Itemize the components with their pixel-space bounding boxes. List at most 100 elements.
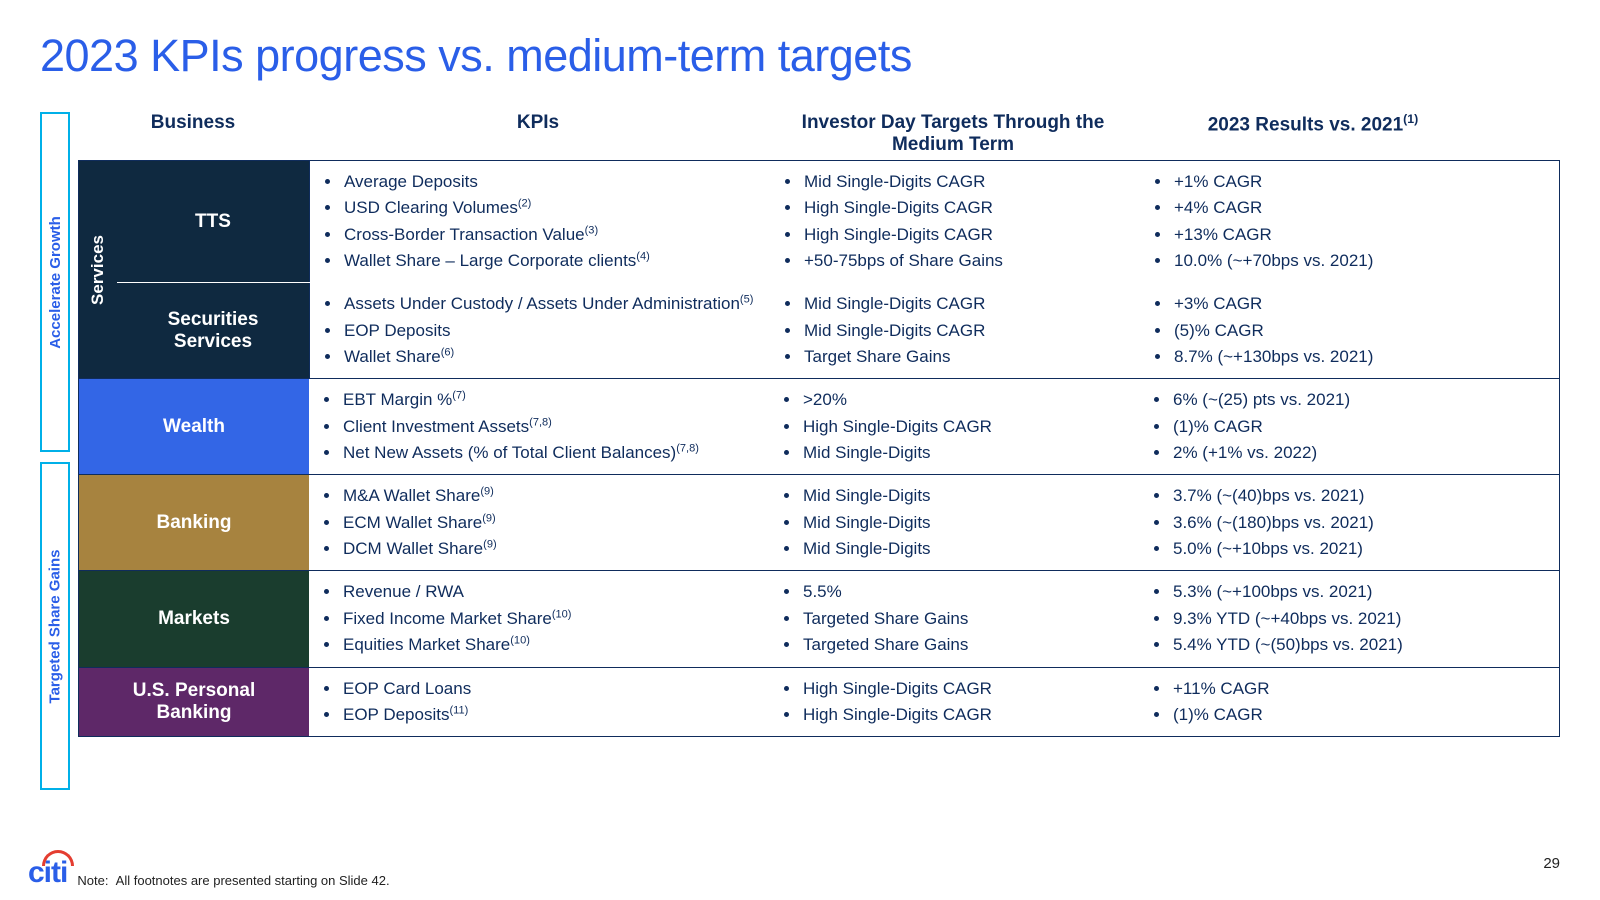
list-item: High Single-Digits CAGR <box>802 222 1132 248</box>
list-item: Wallet Share(6) <box>342 344 762 370</box>
kpi-cell: Assets Under Custody / Assets Under Admi… <box>310 291 770 370</box>
business-cell: TTS <box>117 161 309 282</box>
business-cell: U.S. PersonalBanking <box>79 668 309 737</box>
list-item: Mid Single-Digits CAGR <box>802 291 1132 317</box>
business-cell: Wealth <box>79 379 309 474</box>
list-item: +3% CAGR <box>1172 291 1482 317</box>
result-cell: +3% CAGR(5)% CAGR8.7% (~+130bps vs. 2021… <box>1140 291 1490 370</box>
table-row: U.S. PersonalBankingEOP Card LoansEOP De… <box>79 668 1559 737</box>
kpi-cell: Average DepositsUSD Clearing Volumes(2)C… <box>310 169 770 274</box>
citi-arc-icon <box>42 850 74 866</box>
list-item: Net New Assets (% of Total Client Balanc… <box>341 440 761 466</box>
list-item: +13% CAGR <box>1172 222 1482 248</box>
list-item: EOP Deposits(11) <box>341 702 761 728</box>
business-cell: SecuritiesServices <box>117 283 309 378</box>
list-item: Mid Single-Digits <box>801 440 1131 466</box>
list-item: High Single-Digits CAGR <box>801 414 1131 440</box>
target-cell: Mid Single-DigitsMid Single-DigitsMid Si… <box>769 483 1139 562</box>
list-item: Target Share Gains <box>802 344 1132 370</box>
list-item: Targeted Share Gains <box>801 606 1131 632</box>
table-row: BankingM&A Wallet Share(9)ECM Wallet Sha… <box>79 475 1559 571</box>
result-cell: 6% (~(25) pts vs. 2021)(1)% CAGR2% (+1% … <box>1139 387 1489 466</box>
list-item: Fixed Income Market Share(10) <box>341 606 761 632</box>
vtab-targeted-share-gains: Targeted Share Gains <box>40 462 70 790</box>
list-item: Revenue / RWA <box>341 579 761 605</box>
kpi-cell: EOP Card LoansEOP Deposits(11) <box>309 676 769 729</box>
list-item: Equities Market Share(10) <box>341 632 761 658</box>
list-item: ECM Wallet Share(9) <box>341 510 761 536</box>
result-cell: +1% CAGR+4% CAGR+13% CAGR10.0% (~+70bps … <box>1140 169 1490 274</box>
list-item: Mid Single-Digits CAGR <box>802 169 1132 195</box>
list-item: Mid Single-Digits CAGR <box>802 318 1132 344</box>
list-item: EOP Card Loans <box>341 676 761 702</box>
list-item: 6% (~(25) pts vs. 2021) <box>1171 387 1481 413</box>
list-item: 2% (+1% vs. 2022) <box>1171 440 1481 466</box>
list-item: 5.4% YTD (~(50)bps vs. 2021) <box>1171 632 1481 658</box>
vtab-targeted-label: Targeted Share Gains <box>47 549 64 703</box>
list-item: Mid Single-Digits <box>801 510 1131 536</box>
list-item: 8.7% (~+130bps vs. 2021) <box>1172 344 1482 370</box>
list-item: Mid Single-Digits <box>801 483 1131 509</box>
list-item: (5)% CAGR <box>1172 318 1482 344</box>
result-cell: 3.7% (~(40)bps vs. 2021)3.6% (~(180)bps … <box>1139 483 1489 562</box>
vtab-accelerate-label: Accelerate Growth <box>47 216 64 349</box>
table-header-row: Business KPIs Investor Day Targets Throu… <box>78 112 1560 156</box>
list-item: Average Deposits <box>342 169 762 195</box>
list-item: USD Clearing Volumes(2) <box>342 195 762 221</box>
list-item: +1% CAGR <box>1172 169 1482 195</box>
target-cell: >20%High Single-Digits CAGRMid Single-Di… <box>769 387 1139 466</box>
list-item: 5.3% (~+100bps vs. 2021) <box>1171 579 1481 605</box>
vtab-accelerate-growth: Accelerate Growth <box>40 112 70 452</box>
list-item: 5.0% (~+10bps vs. 2021) <box>1171 536 1481 562</box>
kpi-cell: EBT Margin %(7)Client Investment Assets(… <box>309 387 769 466</box>
list-item: (1)% CAGR <box>1171 702 1481 728</box>
business-cell: Markets <box>79 571 309 666</box>
services-tab: Services <box>79 161 117 378</box>
list-item: Cross-Border Transaction Value(3) <box>342 222 762 248</box>
result-cell: 5.3% (~+100bps vs. 2021)9.3% YTD (~+40bp… <box>1139 579 1489 658</box>
list-item: Mid Single-Digits <box>801 536 1131 562</box>
kpi-cell: M&A Wallet Share(9)ECM Wallet Share(9)DC… <box>309 483 769 562</box>
list-item: EOP Deposits <box>342 318 762 344</box>
list-item: +50-75bps of Share Gains <box>802 248 1132 274</box>
target-cell: High Single-Digits CAGRHigh Single-Digit… <box>769 676 1139 729</box>
header-business: Business <box>78 112 308 156</box>
list-item: High Single-Digits CAGR <box>801 676 1131 702</box>
footer-note: Note: All footnotes are presented starti… <box>77 873 389 888</box>
list-item: High Single-Digits CAGR <box>802 195 1132 221</box>
services-row: ServicesTTSAverage DepositsUSD Clearing … <box>79 161 1559 379</box>
list-item: M&A Wallet Share(9) <box>341 483 761 509</box>
table-row: Markets Revenue / RWAFixed Income Market … <box>79 571 1559 667</box>
table-row: WealthEBT Margin %(7)Client Investment A… <box>79 379 1559 475</box>
result-cell: +11% CAGR(1)% CAGR <box>1139 676 1489 729</box>
list-item: Client Investment Assets(7,8) <box>341 414 761 440</box>
list-item: Assets Under Custody / Assets Under Admi… <box>342 291 762 317</box>
header-results: 2023 Results vs. 2021(1) <box>1138 112 1488 156</box>
category-tabs: Accelerate Growth Targeted Share Gains <box>40 112 70 790</box>
table-row: SecuritiesServices Assets Under Custody /… <box>117 283 1559 378</box>
business-cell: Banking <box>79 475 309 570</box>
list-item: +11% CAGR <box>1171 676 1481 702</box>
list-item: Wallet Share – Large Corporate clients(4… <box>342 248 762 274</box>
list-item: 5.5% <box>801 579 1131 605</box>
target-cell: Mid Single-Digits CAGRHigh Single-Digits… <box>770 169 1140 274</box>
citi-logo: citi <box>28 856 67 890</box>
list-item: 3.7% (~(40)bps vs. 2021) <box>1171 483 1481 509</box>
list-item: High Single-Digits CAGR <box>801 702 1131 728</box>
header-targets: Investor Day Targets Through the Medium … <box>768 112 1138 156</box>
list-item: >20% <box>801 387 1131 413</box>
services-tab-label: Services <box>88 235 108 305</box>
page-number: 29 <box>1543 855 1560 872</box>
list-item: 3.6% (~(180)bps vs. 2021) <box>1171 510 1481 536</box>
kpi-table: ServicesTTSAverage DepositsUSD Clearing … <box>78 160 1560 737</box>
header-kpis: KPIs <box>308 112 768 156</box>
list-item: (1)% CAGR <box>1171 414 1481 440</box>
list-item: 10.0% (~+70bps vs. 2021) <box>1172 248 1482 274</box>
table-row: TTSAverage DepositsUSD Clearing Volumes(… <box>117 161 1559 283</box>
target-cell: Mid Single-Digits CAGRMid Single-Digits … <box>770 291 1140 370</box>
list-item: DCM Wallet Share(9) <box>341 536 761 562</box>
list-item: Targeted Share Gains <box>801 632 1131 658</box>
target-cell: 5.5%Targeted Share GainsTargeted Share G… <box>769 579 1139 658</box>
list-item: 9.3% YTD (~+40bps vs. 2021) <box>1171 606 1481 632</box>
list-item: EBT Margin %(7) <box>341 387 761 413</box>
